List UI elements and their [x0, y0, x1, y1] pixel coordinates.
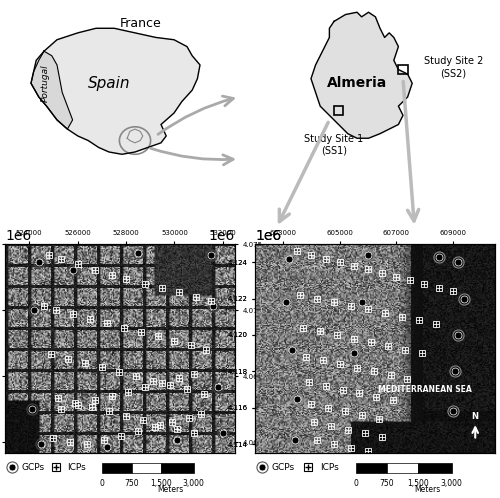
Text: 1,500: 1,500 [408, 479, 429, 488]
Polygon shape [31, 51, 72, 129]
Polygon shape [31, 28, 200, 154]
Text: Study Site 2
(SS2): Study Site 2 (SS2) [424, 56, 484, 78]
Text: MEDITERRANEAN SEA: MEDITERRANEAN SEA [378, 385, 472, 394]
Text: Study Site 1
(SS1): Study Site 1 (SS1) [304, 133, 364, 155]
Text: Meters: Meters [158, 485, 184, 494]
Text: Almeria: Almeria [327, 76, 387, 90]
Text: Spain: Spain [88, 76, 130, 91]
FancyBboxPatch shape [102, 463, 132, 473]
Polygon shape [311, 12, 412, 138]
Text: 3,000: 3,000 [441, 479, 462, 488]
Text: France: France [120, 17, 161, 30]
Bar [334, 106, 343, 116]
FancyBboxPatch shape [162, 463, 194, 473]
Text: GCPs: GCPs [272, 463, 295, 472]
Text: 1,500: 1,500 [150, 479, 172, 488]
FancyBboxPatch shape [132, 463, 162, 473]
FancyBboxPatch shape [418, 463, 452, 473]
Text: 0: 0 [99, 479, 104, 488]
FancyBboxPatch shape [356, 463, 387, 473]
Text: ICPs: ICPs [320, 463, 338, 472]
Text: 0: 0 [354, 479, 358, 488]
Text: GCPs: GCPs [21, 463, 44, 472]
Text: ICPs: ICPs [67, 463, 86, 472]
Text: Meters: Meters [414, 485, 441, 494]
Text: N: N [472, 412, 478, 421]
Text: Portugal: Portugal [41, 64, 50, 102]
FancyBboxPatch shape [387, 463, 418, 473]
Bar [398, 65, 407, 74]
Text: 3,000: 3,000 [182, 479, 204, 488]
Text: 750: 750 [124, 479, 139, 488]
Text: 750: 750 [380, 479, 394, 488]
